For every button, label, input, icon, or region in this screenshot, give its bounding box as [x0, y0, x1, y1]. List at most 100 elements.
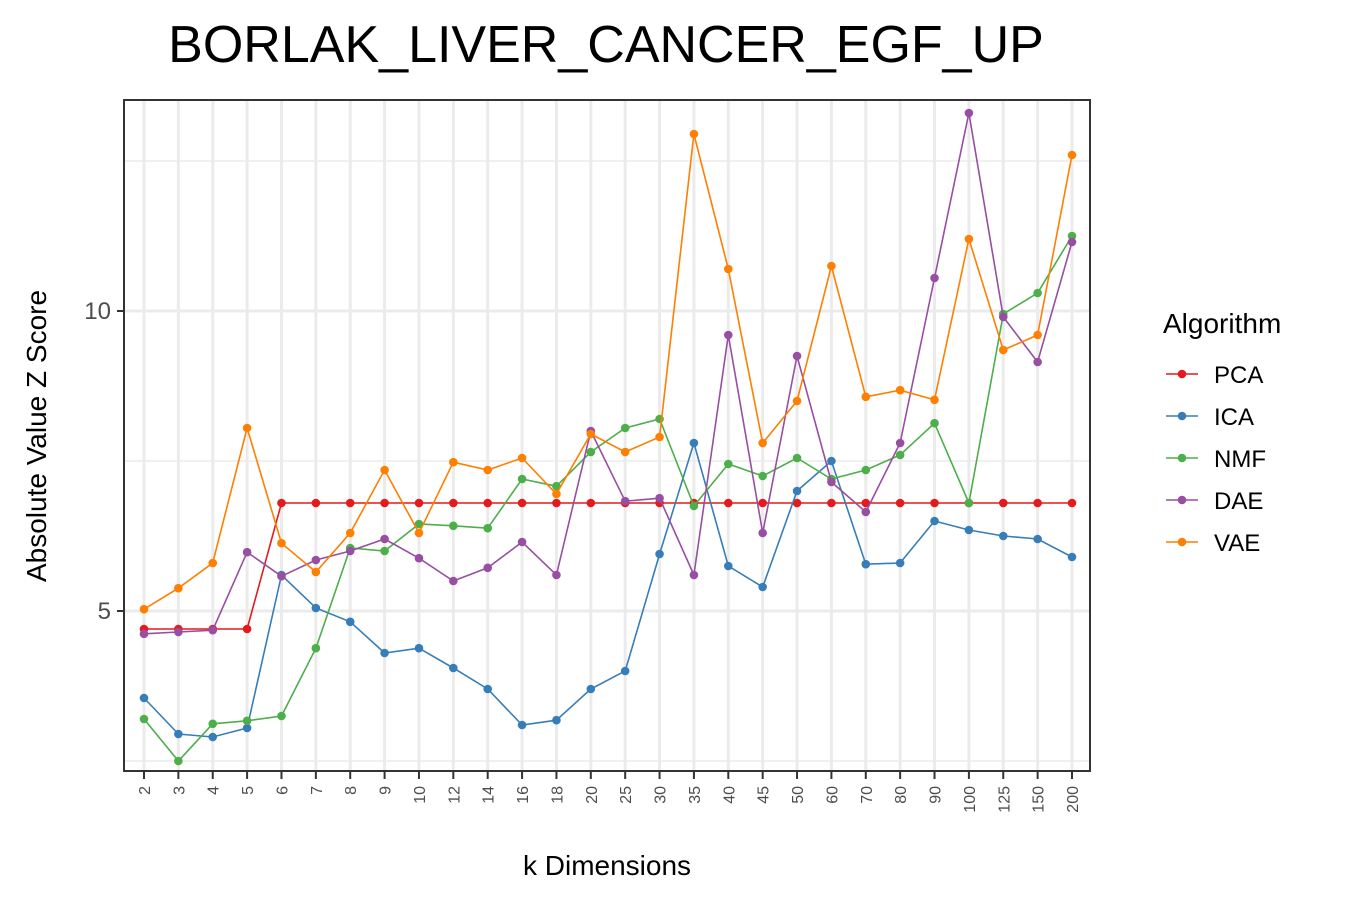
x-tick-label: 90 [928, 786, 945, 804]
y-tick-label: 10 [84, 298, 111, 325]
data-point-vae [483, 465, 493, 475]
legend-item-nmf: NMF [1166, 446, 1266, 473]
x-tick-label: 4 [206, 786, 223, 795]
data-point-ica [1067, 552, 1077, 562]
data-point-ica [414, 643, 424, 653]
data-point-ica [380, 648, 389, 658]
legend-item-vae: VAE [1166, 530, 1260, 557]
x-axis-title: k Dimensions [523, 850, 691, 881]
series-line-ica [143, 440, 1073, 738]
data-point-nmf [174, 756, 183, 766]
data-point-nmf [586, 447, 596, 457]
data-point-nmf [1067, 231, 1077, 241]
data-point-dae [311, 555, 321, 565]
data-point-dae [174, 627, 183, 637]
data-point-ica [242, 723, 252, 733]
data-point-dae [517, 537, 527, 547]
data-point-vae [689, 129, 699, 139]
data-point-pca [311, 498, 321, 508]
data-point-vae [655, 432, 664, 442]
legend-item-ica: ICA [1166, 404, 1254, 431]
data-point-nmf [483, 523, 493, 533]
data-point-ica [964, 525, 974, 535]
data-point-ica [208, 732, 218, 742]
data-point-vae [345, 528, 355, 538]
data-point-nmf [311, 643, 321, 653]
legend-key-point [1177, 411, 1187, 421]
data-point-nmf [723, 459, 733, 469]
legend-label: ICA [1214, 404, 1254, 431]
data-point-ica [689, 438, 699, 448]
x-tick-label: 16 [515, 786, 532, 804]
data-point-nmf [552, 481, 561, 491]
series-dae [139, 108, 1077, 639]
y-tick-label: 5 [98, 598, 111, 625]
data-point-pca [861, 498, 871, 508]
legend-label: PCA [1214, 362, 1263, 389]
x-tick-label: 40 [721, 786, 738, 804]
legend-key-point [1177, 453, 1187, 463]
data-point-pca [827, 498, 836, 508]
data-point-pca [414, 498, 424, 508]
data-point-ica [449, 663, 458, 673]
data-point-pca [930, 498, 939, 508]
x-tick-label: 8 [343, 786, 360, 795]
data-point-ica [895, 558, 905, 568]
data-point-vae [620, 447, 630, 457]
data-point-ica [311, 603, 321, 613]
data-point-nmf [895, 450, 905, 460]
data-point-dae [689, 570, 699, 580]
data-point-vae [277, 538, 286, 548]
data-point-dae [1067, 237, 1077, 247]
data-point-vae [174, 583, 183, 593]
data-point-dae [552, 570, 561, 580]
data-point-vae [792, 396, 802, 406]
data-point-vae [827, 261, 836, 271]
data-point-pca [277, 498, 286, 508]
data-point-nmf [689, 501, 699, 511]
data-point-dae [208, 625, 218, 635]
data-point-nmf [139, 714, 149, 724]
x-tick-label: 10 [412, 786, 429, 804]
data-point-vae [998, 345, 1008, 355]
data-point-vae [861, 392, 871, 402]
data-point-nmf [380, 546, 389, 556]
data-point-ica [586, 684, 596, 694]
series-vae [139, 129, 1077, 614]
legend-key-point [1177, 495, 1187, 505]
series-line-pca [144, 502, 1072, 630]
x-tick-label: 25 [618, 786, 635, 804]
data-point-pca [895, 498, 905, 508]
grid [125, 101, 1089, 770]
x-tick-label: 6 [274, 786, 291, 795]
legend-label: DAE [1214, 488, 1263, 515]
data-point-dae [139, 629, 149, 639]
data-point-nmf [758, 471, 767, 481]
series-line-vae [143, 133, 1073, 610]
x-tick-label: 20 [584, 786, 601, 804]
x-tick-label: 125 [996, 786, 1013, 813]
data-point-dae [380, 534, 389, 544]
x-tick-label: 5 [240, 786, 257, 795]
legend-title: Algorithm [1163, 308, 1281, 339]
data-point-nmf [242, 716, 252, 726]
data-point-ica [174, 729, 183, 739]
data-point-vae [1033, 330, 1042, 340]
series-ica [139, 438, 1077, 742]
data-point-nmf [861, 465, 871, 475]
data-point-ica [552, 715, 561, 725]
data-point-dae [758, 528, 767, 538]
data-point-pca [792, 498, 802, 508]
data-point-pca [552, 498, 561, 508]
data-point-pca [1067, 498, 1077, 508]
data-point-pca [380, 498, 389, 508]
data-point-dae [414, 553, 424, 563]
data-point-dae [620, 496, 630, 506]
x-tick-label: 50 [790, 786, 807, 804]
data-point-vae [449, 457, 458, 467]
legend-label: VAE [1214, 530, 1260, 557]
data-point-dae [723, 330, 733, 340]
